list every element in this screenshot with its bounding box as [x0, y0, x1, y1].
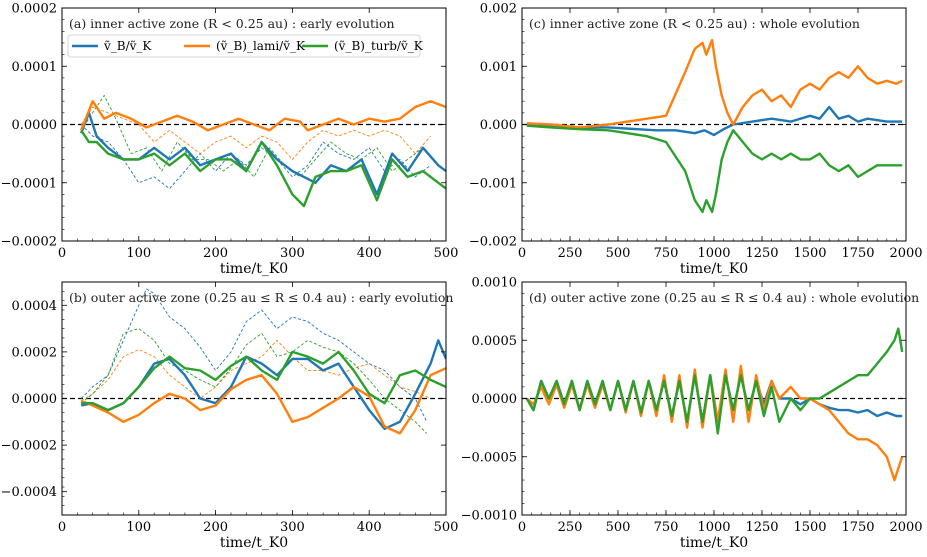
x-tick-label: 1250 [745, 520, 778, 535]
y-tick-label: 0.0000 [472, 392, 518, 407]
panel-title: (b) outer active zone (0.25 au ≤ R ≤ 0.4… [69, 290, 453, 305]
panel-a: 0 100 200 300 400 500 −0.0002 −0.0001 0.0000 0.00… [1, 2, 459, 278]
y-tick-label: −0.0002 [1, 235, 57, 250]
x-axis-label: time/t_K0 [220, 261, 288, 277]
x-tick-label: 1000 [697, 520, 730, 535]
x-tick-label: 400 [357, 246, 382, 261]
series-turb_dashed [80, 94, 424, 178]
y-tick-label: 0.002 [480, 2, 517, 17]
x-tick-label: 250 [558, 246, 583, 261]
y-tick-label: 0.0005 [472, 334, 518, 349]
x-tick-label: 1500 [793, 520, 826, 535]
series-group [80, 288, 446, 435]
x-tick-label: 0 [58, 246, 66, 261]
y-tick-label: −0.0001 [1, 176, 57, 191]
x-tick-label: 2000 [889, 520, 922, 535]
x-tick-label: 100 [126, 246, 151, 261]
x-tick-label: 750 [654, 520, 679, 535]
panel-d: 0 250 500 750 1000 1250 1500 1750 2000 −0.0010 −0.… [461, 276, 923, 552]
x-tick-label: 300 [280, 520, 305, 535]
x-tick-label: 1750 [841, 520, 874, 535]
x-tick-label: 750 [654, 246, 679, 261]
x-tick-label: 2000 [889, 246, 922, 261]
y-tick-label: −0.0004 [1, 485, 57, 500]
x-tick-label: 1000 [697, 246, 730, 261]
y-tick-label: −0.0002 [1, 439, 57, 454]
legend-label-lami: (ṽ_B)_lami/ṽ_K [216, 39, 306, 53]
x-tick-label: 500 [434, 520, 459, 535]
x-tick-label: 400 [357, 520, 382, 535]
y-tick-label: 0.001 [480, 60, 517, 75]
y-tick-label: 0.0000 [12, 392, 58, 407]
y-tick-label: 0.0002 [12, 2, 58, 17]
series-lami [526, 38, 903, 129]
series-turb [525, 327, 904, 435]
legend-label-total: ṽ_B/ṽ_K [103, 39, 152, 53]
series-total [526, 105, 903, 137]
x-axis-label: time/t_K0 [680, 261, 748, 277]
x-tick-label: 0 [518, 520, 526, 535]
y-tick-label: −0.0010 [461, 509, 517, 524]
x-tick-label: 1250 [745, 246, 778, 261]
y-tick-label: 0.0000 [12, 118, 58, 133]
x-tick-label: 250 [558, 520, 583, 535]
y-tick-label: 0.0001 [12, 60, 58, 75]
series-lami [80, 367, 446, 435]
series-total_dashed [80, 288, 428, 422]
series-turb [81, 350, 446, 412]
series-lami [80, 99, 446, 132]
y-tick-label: 0.0004 [12, 299, 58, 314]
y-tick-label: 0.0010 [472, 276, 518, 291]
panel-b: 0 100 200 300 400 500 −0.0004 −0.0002 0.0000 0.00… [1, 281, 459, 551]
x-tick-label: 1750 [841, 246, 874, 261]
panel-title: (c) inner active zone (R < 0.25 au) : wh… [529, 16, 860, 31]
series-group [80, 94, 446, 208]
x-tick-label: 500 [434, 246, 459, 261]
x-tick-label: 300 [280, 246, 305, 261]
series-turb [526, 124, 903, 214]
series-lami_dashed [80, 106, 431, 160]
x-tick-label: 500 [606, 246, 631, 261]
x-tick-label: 200 [203, 246, 228, 261]
y-tick-label: 0.0002 [12, 345, 58, 360]
y-tick-label: −0.002 [469, 235, 517, 250]
x-tick-label: 0 [518, 246, 526, 261]
legend: ṽ_B/ṽ_K (ṽ_B)_lami/ṽ_K (ṽ_B)_turb/ṽ_K [67, 34, 424, 58]
panel-title: (d) outer active zone (0.25 au ≤ R ≤ 0.4… [529, 290, 919, 305]
y-tick-label: −0.0005 [461, 450, 517, 465]
legend-label-turb: (ṽ_B)_turb/ṽ_K [334, 39, 424, 53]
series-turb [80, 129, 446, 208]
panel-title: (a) inner active zone (R < 0.25 au) : ea… [69, 16, 395, 31]
x-axis-label: time/t_K0 [680, 535, 748, 551]
y-tick-label: −0.001 [469, 176, 517, 191]
x-tick-label: 1500 [793, 246, 826, 261]
x-tick-label: 100 [126, 520, 151, 535]
x-axis-label: time/t_K0 [220, 535, 288, 551]
x-tick-label: 0 [58, 520, 66, 535]
x-tick-label: 500 [606, 520, 631, 535]
series-group [525, 327, 904, 482]
series-total_dashed [80, 124, 431, 190]
series-group [526, 38, 903, 214]
panel-c: 0 250 500 750 1000 1250 1500 1750 2000 −0.002 −0.0… [469, 2, 923, 278]
legend-box [67, 34, 421, 58]
x-tick-label: 200 [203, 520, 228, 535]
series-turb_dashed [80, 328, 428, 434]
y-tick-label: 0.000 [480, 118, 517, 133]
